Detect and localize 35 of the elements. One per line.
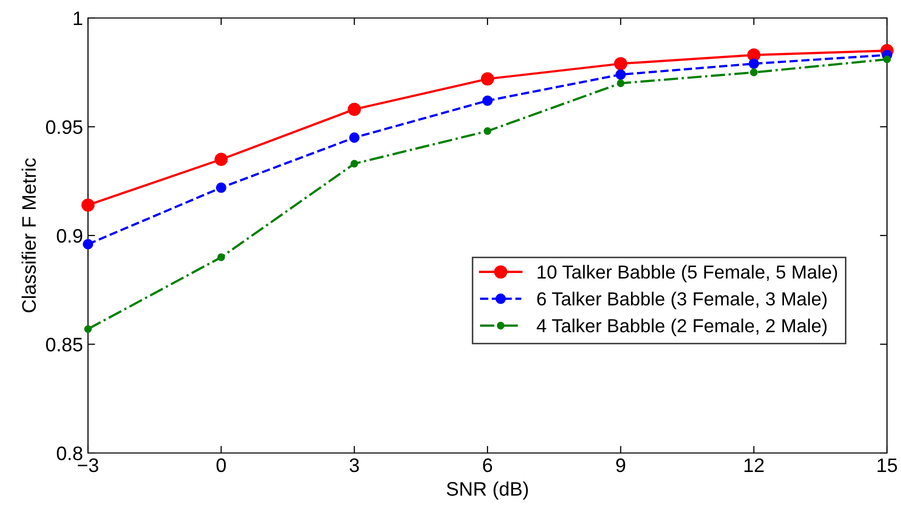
point xyxy=(883,56,891,64)
point xyxy=(81,198,95,212)
legend-label: 6 Talker Babble (3 Female, 3 Male) xyxy=(537,292,827,310)
y-tick-label: 1 xyxy=(74,12,82,26)
y-tick-label: 0.85 xyxy=(46,338,82,352)
y-tick-label: 0.9 xyxy=(56,228,82,243)
legend-label: 4 Talker Babble (2 Female, 2 Male) xyxy=(536,318,827,336)
point xyxy=(214,152,228,166)
x-tick-label: 12 xyxy=(744,458,764,472)
x-tick-label: −3 xyxy=(78,458,98,472)
point xyxy=(84,325,92,333)
point xyxy=(480,72,494,86)
y-tick-label: 0.95 xyxy=(46,120,82,134)
x-axis-title: SNR (dB) xyxy=(446,482,528,500)
x-tick-label: 6 xyxy=(483,458,492,472)
point xyxy=(748,58,760,69)
point xyxy=(216,182,226,193)
point xyxy=(82,238,94,250)
legend-label: 10 Talker Babble (5 Female, 5 Male) xyxy=(538,264,838,282)
point xyxy=(482,95,493,106)
point xyxy=(750,68,758,76)
x-tick-label: 3 xyxy=(350,458,359,472)
point xyxy=(614,57,628,70)
point xyxy=(615,69,626,80)
point xyxy=(484,127,492,135)
x-tick-label: 15 xyxy=(878,458,897,472)
point xyxy=(349,132,360,143)
y-axis-title: Classifier F Metric xyxy=(22,158,36,312)
x-tick-label: 9 xyxy=(616,458,626,472)
point xyxy=(616,79,624,88)
point xyxy=(350,160,358,168)
y-tick-label: 0.8 xyxy=(56,446,82,460)
x-tick-label: 0 xyxy=(216,458,226,472)
point xyxy=(217,253,225,262)
point xyxy=(348,102,361,116)
